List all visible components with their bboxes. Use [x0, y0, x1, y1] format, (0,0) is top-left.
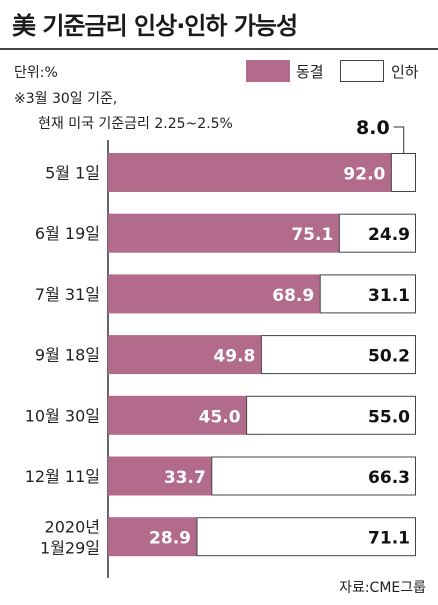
legend-swatch-cut — [340, 60, 384, 82]
bar-hold — [108, 456, 212, 496]
category-label: 5월 1일 — [45, 164, 100, 183]
value-label-cut: 71.1 — [368, 529, 410, 549]
value-label-hold: 28.9 — [149, 529, 191, 549]
bar-cut — [260, 335, 416, 375]
chart-title: 美 기준금리 인상·인하 가능성 — [12, 12, 298, 40]
bar-hold — [108, 395, 247, 435]
legend-label-cut: 인하 — [391, 63, 419, 81]
callout-line — [393, 126, 405, 153]
category-label: 1월29일 — [40, 539, 100, 558]
category-label: 10월 30일 — [25, 406, 100, 425]
bar-hold — [108, 517, 198, 557]
value-label-hold: 75.1 — [291, 225, 333, 245]
bar-cut — [211, 456, 416, 496]
value-label-hold: 45.0 — [199, 407, 241, 427]
bar-cut — [319, 274, 417, 314]
category-label: 7월 31일 — [35, 285, 100, 304]
bar-hold — [108, 153, 392, 192]
bar-hold — [108, 274, 321, 314]
source-label: 자료:CME그룹 — [339, 580, 426, 596]
value-label-cut: 55.0 — [368, 407, 410, 427]
category-label: 2020년 — [45, 518, 100, 537]
title-divider — [0, 48, 438, 50]
bar-cut — [246, 395, 416, 435]
value-label-cut: 31.1 — [368, 286, 410, 306]
value-label-cut: 66.3 — [368, 468, 410, 488]
category-label: 12월 11일 — [25, 467, 100, 486]
category-label: 6월 19일 — [35, 224, 100, 243]
legend-label-hold: 동결 — [296, 63, 324, 81]
legend-swatch-hold — [246, 60, 290, 82]
value-label-hold: 33.7 — [164, 468, 206, 488]
value-label-cut: 8.0 — [356, 117, 390, 139]
note-line-1: ※3월 30일 기준, — [14, 91, 118, 107]
value-label-hold: 92.0 — [343, 165, 385, 185]
legend: 동결 인하 — [246, 60, 426, 82]
unit-label: 단위:% — [14, 65, 58, 81]
note-line-2: 현재 미국 기준금리 2.25~2.5% — [38, 116, 233, 132]
value-label-hold: 49.8 — [213, 347, 255, 367]
category-label: 9월 18일 — [35, 346, 100, 365]
bar-hold — [108, 335, 262, 375]
value-label-cut: 24.9 — [368, 225, 410, 245]
bar-cut — [196, 517, 416, 557]
bar-cut — [338, 213, 417, 253]
value-label-hold: 68.9 — [272, 286, 314, 306]
value-label-cut: 50.2 — [368, 347, 410, 367]
bar-hold — [108, 213, 340, 253]
bar-cut — [390, 153, 416, 192]
